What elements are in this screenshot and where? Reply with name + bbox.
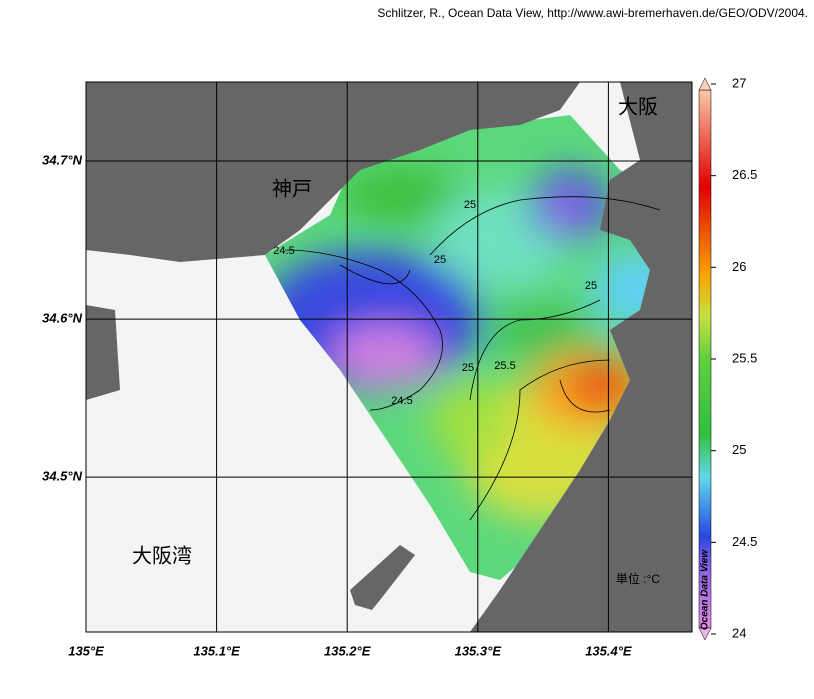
x-tick-label: 135.2°E bbox=[324, 643, 371, 658]
colorbar-tick-label: 24.5 bbox=[732, 534, 757, 549]
land-awaji bbox=[86, 305, 120, 400]
place-label: 大阪 bbox=[618, 95, 658, 118]
contour-label: 25 bbox=[585, 280, 597, 292]
y-tick-label: 34.6°N bbox=[42, 311, 83, 326]
land-island bbox=[350, 545, 415, 610]
x-tick-label: 135.4°E bbox=[585, 643, 632, 658]
contour-label: 24.5 bbox=[391, 395, 412, 407]
x-tick-label: 135°E bbox=[68, 643, 104, 658]
colorbar-cap bbox=[698, 77, 712, 91]
contour-label: 25 bbox=[434, 254, 446, 266]
colorbar-cap bbox=[698, 627, 712, 641]
y-tick-label: 34.5°N bbox=[42, 469, 83, 484]
land-kobe bbox=[86, 82, 580, 262]
map-area bbox=[86, 82, 692, 632]
colorbar-tick-label: 24 bbox=[732, 625, 746, 640]
colorbar-tick-label: 26.5 bbox=[732, 167, 757, 182]
contour-label: 24.5 bbox=[273, 245, 294, 257]
x-tick-label: 135.3°E bbox=[455, 643, 502, 658]
colorbar-title: Ocean Data View bbox=[700, 549, 711, 630]
contour-label: 25.5 bbox=[494, 360, 515, 372]
colorbar-tick-label: 26 bbox=[732, 259, 746, 274]
colorbar-tick-label: 25 bbox=[732, 442, 746, 457]
credit: Schlitzer, R., Ocean Data View, http://w… bbox=[377, 6, 808, 20]
x-tick-label: 135.1°E bbox=[193, 643, 240, 658]
y-tick-label: 34.7°N bbox=[42, 152, 83, 167]
contour-label: 25 bbox=[464, 199, 476, 211]
colorbar-tick-label: 27 bbox=[732, 75, 746, 90]
contour-lines bbox=[284, 196, 661, 521]
unit-label: 単位 :°C bbox=[616, 571, 660, 586]
land-osaka bbox=[470, 82, 692, 632]
place-label: 神戸 bbox=[272, 177, 312, 200]
contour-label: 25 bbox=[462, 362, 474, 374]
place-label: 大阪湾 bbox=[132, 544, 192, 567]
colorbar bbox=[698, 89, 712, 629]
colorbar-tick-label: 25.5 bbox=[732, 350, 757, 365]
